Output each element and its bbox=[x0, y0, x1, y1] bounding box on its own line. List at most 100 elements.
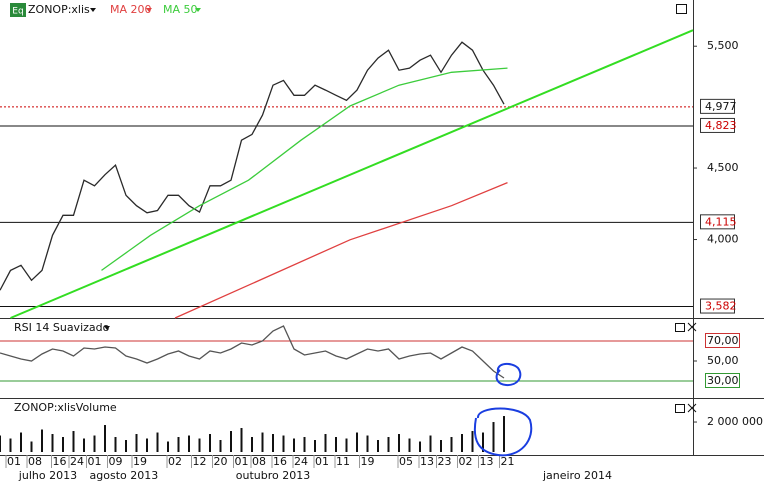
volume-bar bbox=[482, 432, 484, 452]
x-tick-label: 05 bbox=[399, 455, 413, 468]
volume-bar bbox=[345, 438, 348, 452]
badge[interactable] bbox=[10, 3, 26, 17]
volume-bar bbox=[408, 438, 411, 452]
panel-title: RSI 14 Suavizado bbox=[14, 321, 110, 334]
volume-bar bbox=[440, 440, 442, 452]
volume-bar bbox=[104, 425, 106, 452]
volume-bar bbox=[471, 431, 474, 452]
volume-bar bbox=[429, 435, 432, 452]
x-tick-label: 08 bbox=[28, 455, 42, 468]
volume-bar bbox=[419, 441, 421, 452]
series-line bbox=[101, 67, 508, 271]
x-tick-label: 24 bbox=[294, 455, 308, 468]
close-button[interactable] bbox=[687, 322, 697, 332]
x-tick-label: 19 bbox=[361, 455, 375, 468]
volume-bar bbox=[387, 437, 390, 452]
y-tick-box bbox=[705, 353, 740, 368]
x-tick-label: 13 bbox=[480, 455, 494, 468]
x-tick-label: 01 bbox=[7, 455, 21, 468]
volume-bar bbox=[177, 437, 180, 452]
level-box bbox=[700, 298, 735, 314]
dropdown-arrow[interactable] bbox=[195, 8, 201, 12]
maximize-button[interactable] bbox=[675, 404, 685, 413]
volume-bar bbox=[240, 428, 243, 452]
x-tick-label: 12 bbox=[193, 455, 207, 468]
x-tick-label: 02 bbox=[168, 455, 182, 468]
volume-bar bbox=[9, 438, 12, 452]
volume-bar bbox=[62, 437, 64, 452]
legend-entry[interactable]: ZONOP:xlis bbox=[28, 3, 90, 16]
panel-title: ZONOP:xlisVolume bbox=[14, 401, 117, 414]
legend-entry[interactable]: MA 200 bbox=[110, 3, 152, 16]
volume-bar bbox=[135, 434, 138, 452]
trend-line bbox=[10, 29, 694, 319]
x-tick-label: 16 bbox=[273, 455, 287, 468]
month-label: julho 2013 bbox=[18, 469, 77, 482]
dropdown-arrow[interactable] bbox=[146, 8, 152, 12]
legend-entry[interactable]: MA 50 bbox=[163, 3, 198, 16]
level-label: 4,823 bbox=[705, 119, 737, 132]
volume-bar bbox=[30, 441, 33, 452]
x-tick-label: 02 bbox=[459, 455, 473, 468]
x-tick-label: 01 bbox=[235, 455, 249, 468]
month-label: janeiro 2014 bbox=[542, 469, 612, 482]
y-tick-box bbox=[705, 333, 740, 348]
series-line bbox=[174, 181, 508, 319]
dropdown-arrow[interactable] bbox=[104, 326, 110, 330]
y-tick-label: 70,00 bbox=[707, 334, 739, 347]
volume-bar bbox=[261, 432, 264, 452]
maximize-button[interactable] bbox=[675, 323, 685, 332]
maximize-button[interactable] bbox=[676, 4, 687, 14]
volume-bar bbox=[293, 438, 295, 452]
x-tick-label: 01 bbox=[88, 455, 102, 468]
volume-bar bbox=[20, 432, 22, 452]
x-tick-label: 21 bbox=[501, 455, 515, 468]
annotation-circle bbox=[473, 407, 533, 457]
volume-bar bbox=[503, 416, 505, 452]
volume-bar bbox=[366, 435, 369, 452]
volume-bar bbox=[125, 440, 127, 452]
volume-bar bbox=[188, 435, 190, 452]
month-label: outubro 2013 bbox=[236, 469, 310, 482]
x-tick-label: 09 bbox=[109, 455, 123, 468]
volume-bar bbox=[251, 437, 253, 452]
volume-bar bbox=[0, 435, 1, 452]
x-tick-label: 24 bbox=[70, 455, 84, 468]
x-tick-label: 11 bbox=[336, 455, 350, 468]
volume-bar bbox=[450, 437, 453, 452]
month-label: agosto 2013 bbox=[90, 469, 159, 482]
volume-bar bbox=[198, 438, 201, 452]
x-tick-label: 23 bbox=[438, 455, 452, 468]
y-tick-label: 50,00 bbox=[707, 354, 739, 367]
volume-bar bbox=[209, 434, 211, 452]
volume-bar bbox=[146, 438, 148, 452]
level-label: 4,115 bbox=[705, 215, 737, 228]
volume-bar bbox=[314, 440, 316, 452]
y-tick-label: 4,000 bbox=[707, 233, 739, 246]
volume-bar bbox=[156, 432, 159, 452]
volume-bar bbox=[492, 422, 495, 452]
close-button[interactable] bbox=[687, 403, 697, 413]
y-tick-label: 2 000 000 bbox=[707, 415, 763, 428]
volume-bar bbox=[461, 434, 463, 452]
x-tick-label: 01 bbox=[315, 455, 329, 468]
volume-bar bbox=[72, 431, 75, 452]
y-tick-box bbox=[705, 373, 740, 388]
y-tick-label: 4,500 bbox=[707, 161, 739, 174]
dropdown-arrow[interactable] bbox=[90, 8, 96, 12]
y-tick-label: 30,00 bbox=[707, 374, 739, 387]
volume-bar bbox=[282, 435, 285, 452]
volume-bar bbox=[335, 437, 337, 452]
volume-bar bbox=[51, 434, 54, 452]
series-line bbox=[0, 325, 505, 379]
volume-bar bbox=[93, 435, 96, 452]
y-tick-label: 5,500 bbox=[707, 39, 739, 52]
volume-bar bbox=[324, 434, 327, 452]
x-tick-label: 13 bbox=[420, 455, 434, 468]
series-line bbox=[0, 41, 505, 291]
x-tick-label: 08 bbox=[252, 455, 266, 468]
volume-bar bbox=[303, 437, 306, 452]
level-label: 3,582 bbox=[705, 300, 737, 313]
